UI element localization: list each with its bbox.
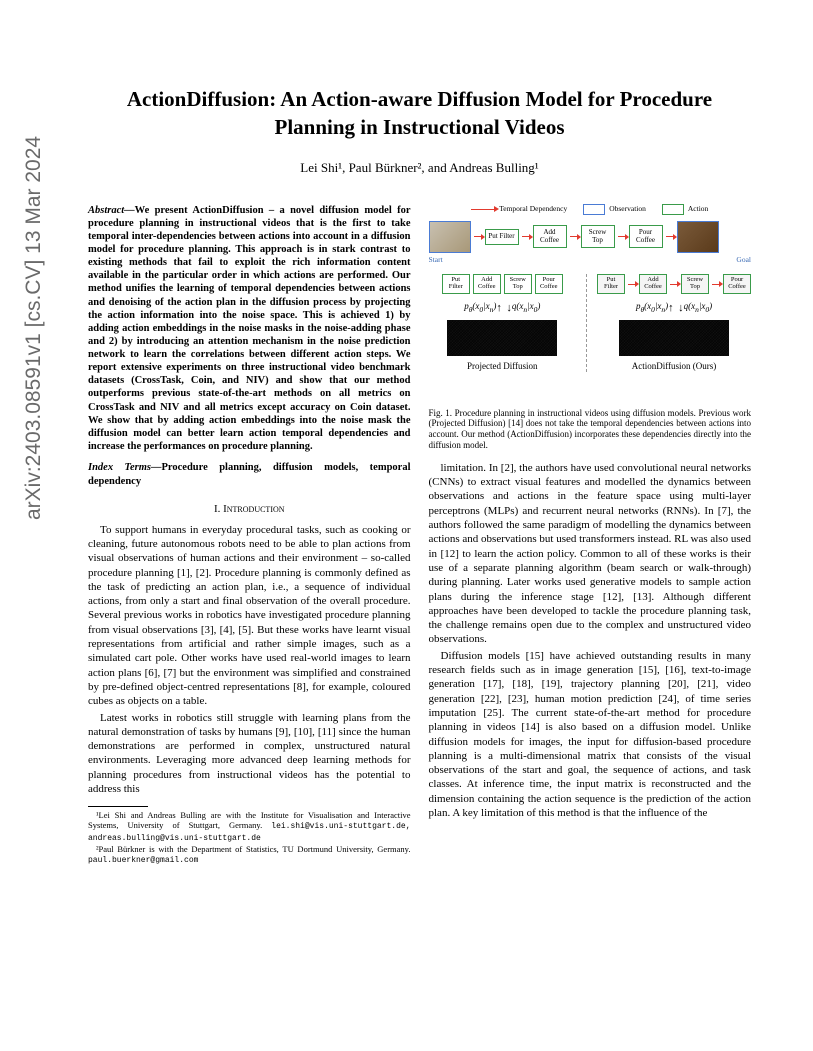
legend-observation: Observation [583, 204, 646, 215]
goal-label: Goal [736, 255, 751, 265]
arrow-icon [712, 284, 720, 285]
action-sm-1: Put Filter [442, 274, 470, 294]
action-sm-2: Add Coffee [473, 274, 501, 294]
figure-1-caption: Fig. 1. Procedure planning in instructio… [429, 408, 752, 451]
start-image [429, 221, 471, 253]
footnote-separator [88, 806, 148, 807]
intro-para-2: Latest works in robotics still struggle … [88, 711, 411, 797]
math-left: pθ(x0|xn)↑ ↓q(xn|x0) [464, 301, 540, 315]
action-sm-r3: Screw Top [681, 274, 709, 294]
paper-title: ActionDiffusion: An Action-aware Diffusi… [88, 85, 751, 142]
action-1: Put Filter [485, 229, 519, 245]
legend-action-label: Action [688, 204, 708, 214]
arrow-icon [666, 236, 674, 237]
arxiv-identifier: arXiv:2403.08591v1 [cs.CV] 13 Mar 2024 [22, 136, 46, 520]
abstract-text: We present ActionDiffusion – a novel dif… [88, 205, 411, 452]
rcol-para-2: Diffusion models [15] have achieved outs… [429, 649, 752, 821]
right-column: Temporal Dependency Observation Action [429, 204, 752, 866]
action-row-right: Put Filter Add Coffee Screw Top Pour Cof… [597, 274, 751, 294]
action-row-left: Put Filter Add Coffee Screw Top Pour Cof… [442, 274, 563, 294]
start-goal-labels: Start Goal [429, 255, 752, 265]
abstract-label: Abstract— [88, 205, 135, 216]
figure-legend: Temporal Dependency Observation Action [429, 204, 752, 215]
two-column-layout: Abstract—We present ActionDiffusion – a … [88, 204, 751, 866]
figure-1: Temporal Dependency Observation Action [429, 204, 752, 451]
figure-bottom-row: Put Filter Add Coffee Screw Top Pour Cof… [429, 274, 752, 372]
math-right: pθ(x0|xn)↑ ↓q(xn|x0) [636, 301, 712, 315]
footnote-2-text: ²Paul Bürkner is with the Department of … [96, 844, 411, 854]
observation-box-icon [583, 204, 605, 215]
action-sm-r1: Put Filter [597, 274, 625, 294]
figure-top-row: Put Filter Add Coffee Screw Top Pour Cof… [429, 221, 752, 253]
action-3: Screw Top [581, 225, 615, 248]
legend-action: Action [662, 204, 708, 215]
action-box-icon [662, 204, 684, 215]
noise-box-left [447, 320, 557, 356]
panel-separator [586, 274, 587, 372]
figure-1-diagram: Temporal Dependency Observation Action [429, 204, 752, 402]
start-label: Start [429, 255, 443, 265]
arrow-icon [670, 284, 678, 285]
footnote-2-email: paul.buerkner@gmail.com [88, 856, 198, 865]
arrow-icon [628, 284, 636, 285]
arrow-icon [618, 236, 626, 237]
page-content: ActionDiffusion: An Action-aware Diffusi… [0, 0, 813, 905]
arrow-icon [570, 236, 578, 237]
projected-diffusion-panel: Put Filter Add Coffee Screw Top Pour Cof… [429, 274, 577, 372]
legend-temporal-label: Temporal Dependency [499, 204, 567, 214]
goal-image [677, 221, 719, 253]
authors: Lei Shi¹, Paul Bürkner², and Andreas Bul… [88, 160, 751, 176]
action-2: Add Coffee [533, 225, 567, 248]
noise-box-right [619, 320, 729, 356]
action-sm-r2: Add Coffee [639, 274, 667, 294]
action-sm-4: Pour Coffee [535, 274, 563, 294]
abstract: Abstract—We present ActionDiffusion – a … [88, 204, 411, 453]
projected-label: Projected Diffusion [467, 361, 538, 372]
action-sm-3: Screw Top [504, 274, 532, 294]
index-terms: Index Terms—Procedure planning, diffusio… [88, 461, 411, 488]
rcol-para-1: limitation. In [2], the authors have use… [429, 461, 752, 647]
left-column: Abstract—We present ActionDiffusion – a … [88, 204, 411, 866]
section-1-heading: I. Introduction [88, 502, 411, 516]
footnote-1: ¹Lei Shi and Andreas Bulling are with th… [88, 810, 411, 843]
ours-label: ActionDiffusion (Ours) [632, 361, 717, 372]
footnote-2: ²Paul Bürkner is with the Department of … [88, 844, 411, 866]
intro-para-1: To support humans in everyday procedural… [88, 523, 411, 709]
actiondiffusion-panel: Put Filter Add Coffee Screw Top Pour Cof… [597, 274, 751, 372]
legend-observation-label: Observation [609, 204, 646, 214]
index-terms-label: Index Terms— [88, 462, 161, 473]
action-4: Pour Coffee [629, 225, 663, 248]
legend-temporal: Temporal Dependency [471, 204, 567, 214]
arrow-icon [471, 209, 495, 210]
arrow-icon [522, 236, 530, 237]
action-sm-r4: Pour Coffee [723, 274, 751, 294]
arrow-icon [474, 236, 482, 237]
